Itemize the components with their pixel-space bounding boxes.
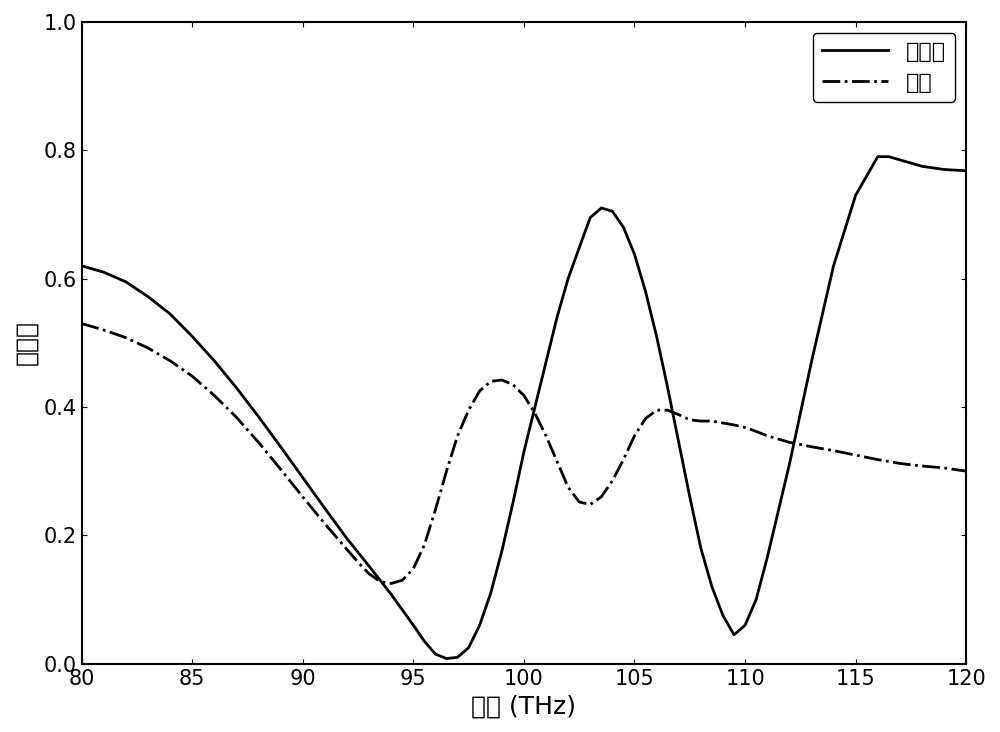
晶态 xyxy=(76,319,88,328)
晶态 xyxy=(440,467,452,476)
非晶态 xyxy=(717,611,729,620)
非晶态 xyxy=(385,590,397,599)
晶态 xyxy=(385,579,397,588)
晶态 xyxy=(407,564,419,573)
Legend: 非晶态, 晶态: 非晶态, 晶态 xyxy=(813,33,955,102)
非晶态 xyxy=(440,654,452,663)
X-axis label: 频率 (THz): 频率 (THz) xyxy=(471,694,576,718)
Line: 晶态: 晶态 xyxy=(82,324,966,583)
晶态 xyxy=(374,577,386,586)
Line: 非晶态: 非晶态 xyxy=(82,157,966,659)
非晶态 xyxy=(916,162,928,171)
晶态 xyxy=(628,431,640,440)
非晶态 xyxy=(960,166,972,175)
晶态 xyxy=(297,493,309,501)
非晶态 xyxy=(872,152,884,161)
Y-axis label: 透过率: 透过率 xyxy=(14,321,38,365)
非晶态 xyxy=(363,561,375,570)
晶态 xyxy=(429,505,441,514)
非晶态 xyxy=(805,358,817,367)
非晶态 xyxy=(76,261,88,270)
晶态 xyxy=(960,467,972,476)
非晶态 xyxy=(673,438,685,447)
